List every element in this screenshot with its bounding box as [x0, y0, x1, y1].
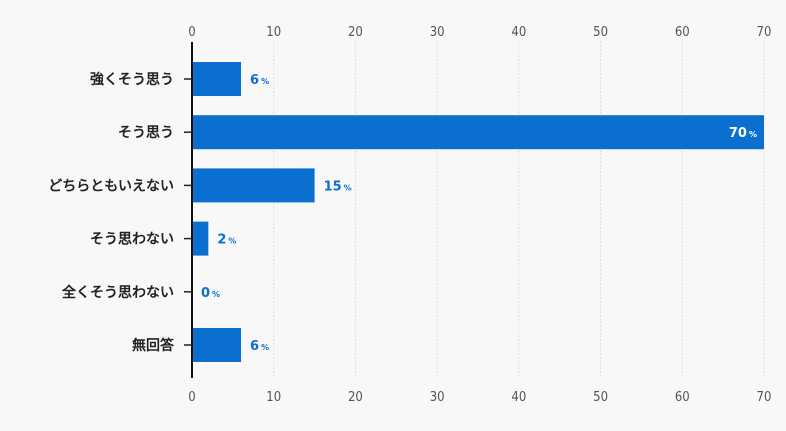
category-label: 無回答	[132, 337, 175, 354]
x-tick-top-50: 50	[593, 25, 608, 40]
x-tick-top-20: 20	[348, 25, 363, 40]
category-label: 強くそう思う	[90, 71, 174, 88]
data-label: 0%	[201, 286, 220, 301]
x-tick-top-0: 0	[188, 25, 195, 40]
x-tick-bottom-60: 60	[675, 390, 690, 405]
x-tick-bottom-40: 40	[511, 390, 526, 405]
data-label: 6%	[250, 73, 269, 88]
category-label: どちらともいえない	[48, 178, 174, 194]
x-tick-top-30: 30	[430, 25, 445, 40]
x-tick-top-10: 10	[266, 25, 281, 40]
x-tick-bottom-20: 20	[348, 390, 363, 405]
bar	[192, 328, 242, 362]
data-label: 6%	[250, 339, 269, 354]
category-label: 全くそう思わない	[61, 284, 174, 301]
x-tick-bottom-50: 50	[593, 390, 608, 405]
data-label: 70%	[729, 126, 757, 141]
bar	[192, 168, 315, 203]
bar	[192, 221, 209, 256]
bar	[192, 62, 242, 96]
category-label: そう思わない	[90, 232, 174, 248]
x-tick-top-60: 60	[675, 25, 690, 40]
x-tick-bottom-10: 10	[266, 390, 281, 405]
x-tick-bottom-70: 70	[757, 390, 772, 405]
x-tick-top-70: 70	[757, 25, 772, 40]
bar	[192, 115, 764, 150]
x-tick-bottom-0: 0	[188, 390, 195, 405]
x-tick-bottom-30: 30	[430, 390, 445, 405]
category-label: そう思う	[118, 125, 174, 141]
data-label: 15%	[324, 179, 352, 194]
x-tick-top-40: 40	[511, 25, 526, 40]
data-label: 2%	[217, 233, 236, 248]
